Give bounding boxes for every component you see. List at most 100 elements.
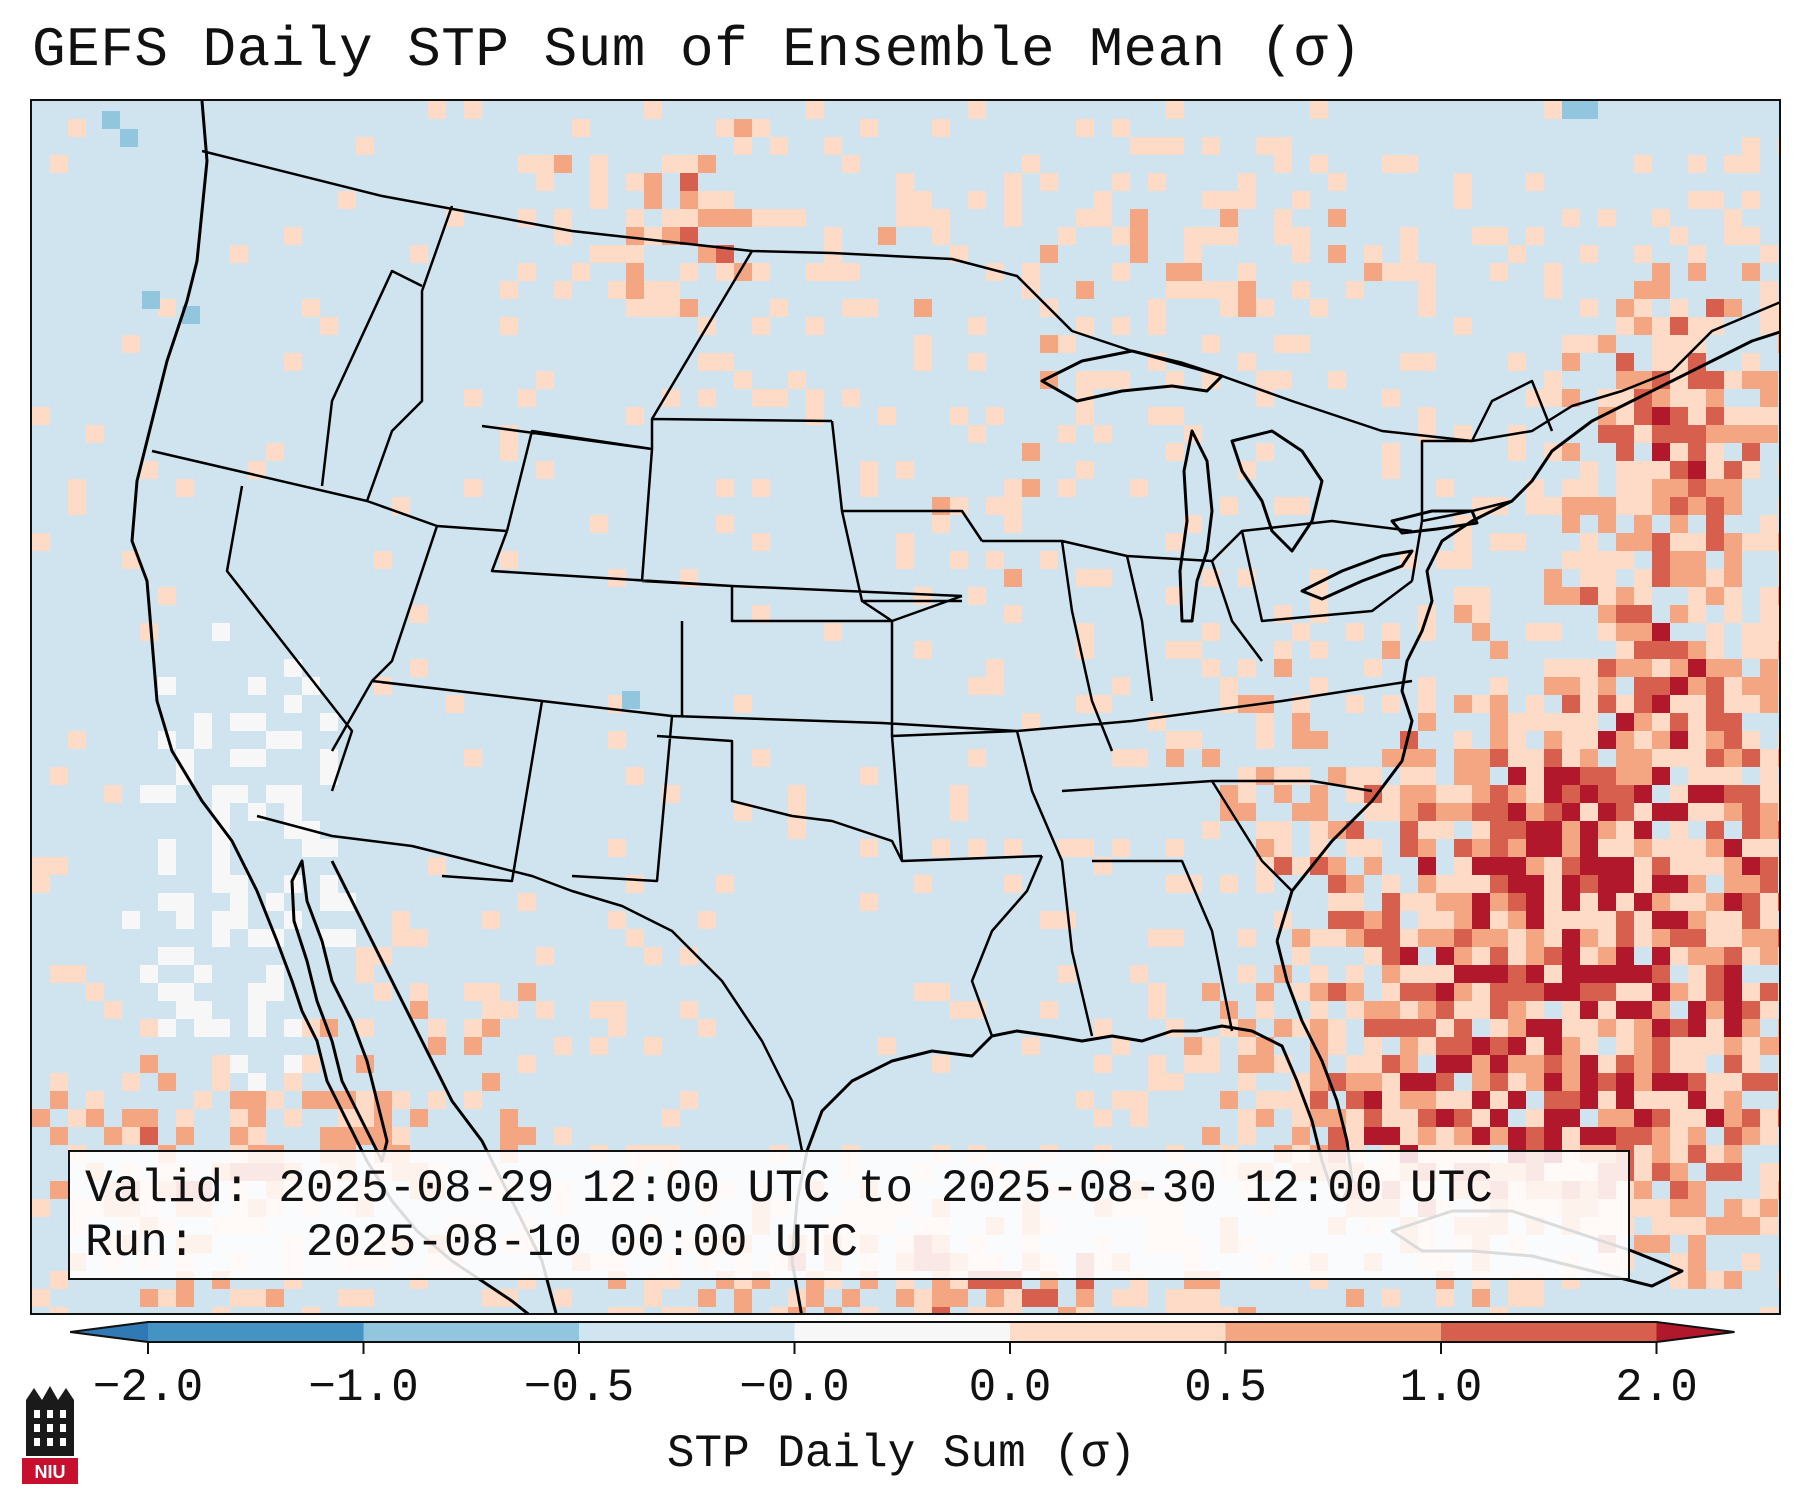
stp-cell: [1724, 425, 1742, 443]
stp-cell: [1706, 983, 1724, 1001]
stp-cell: [1094, 371, 1112, 389]
stp-cell: [644, 281, 662, 299]
stp-cell: [1364, 911, 1382, 929]
stp-cell: [896, 209, 914, 227]
stp-cell: [608, 281, 626, 299]
stp-cell: [1598, 209, 1616, 227]
stp-cell: [356, 1127, 374, 1145]
stp-cell: [158, 983, 176, 1001]
stp-cell: [1274, 821, 1292, 839]
stp-cell: [1688, 839, 1706, 857]
niu-logo: NIU: [22, 1386, 78, 1484]
stp-cell: [1688, 461, 1706, 479]
stp-cell: [1256, 839, 1274, 857]
stp-cell: [1778, 1163, 1779, 1181]
stp-cell: [1238, 695, 1256, 713]
stp-cell: [914, 353, 932, 371]
stp-cell: [716, 263, 734, 281]
stp-cell: [968, 749, 986, 767]
stp-cell: [212, 785, 230, 803]
stp-cell: [1706, 767, 1724, 785]
stp-cell: [968, 425, 986, 443]
stp-cell: [752, 209, 770, 227]
stp-cell: [1184, 1307, 1202, 1313]
stp-cell: [248, 1073, 266, 1091]
stp-cell: [1670, 857, 1688, 875]
stp-cell: [788, 1307, 806, 1313]
stp-cell: [1418, 695, 1436, 713]
stp-cell: [1436, 1091, 1454, 1109]
stp-cell: [86, 983, 104, 1001]
stp-cell: [1670, 515, 1688, 533]
stp-cell: [50, 1181, 68, 1199]
run-line: Run: 2025-08-10 00:00 UTC: [85, 1216, 1613, 1270]
stp-cell: [1742, 1217, 1760, 1235]
stp-cell: [1706, 1217, 1724, 1235]
stp-cell: [1166, 929, 1184, 947]
stp-cell: [1670, 533, 1688, 551]
stp-cell: [1292, 497, 1310, 515]
stp-cell: [1418, 803, 1436, 821]
stp-cell: [1436, 929, 1454, 947]
stp-cell: [1346, 1055, 1364, 1073]
stp-cell: [1616, 299, 1634, 317]
stp-cell: [1436, 983, 1454, 1001]
stp-cell: [1472, 1055, 1490, 1073]
stp-cell: [1724, 371, 1742, 389]
stp-cell: [1580, 785, 1598, 803]
stp-cell: [176, 1289, 194, 1307]
stp-cell: [1418, 785, 1436, 803]
stp-cell: [1508, 875, 1526, 893]
stp-cell: [1058, 965, 1076, 983]
stp-cell: [1400, 155, 1418, 173]
stp-cell: [1562, 1091, 1580, 1109]
stp-cell: [1580, 1073, 1598, 1091]
stp-cell: [1580, 1037, 1598, 1055]
stp-cell: [1508, 1037, 1526, 1055]
stp-cell: [1778, 803, 1779, 821]
stp-cell: [1436, 1001, 1454, 1019]
stp-cell: [1598, 497, 1616, 515]
stp-cell: [1310, 1019, 1328, 1037]
stp-cell: [1652, 1127, 1670, 1145]
stp-cell: [1742, 1253, 1760, 1271]
stp-cell: [1004, 515, 1022, 533]
stp-cell: [1202, 137, 1220, 155]
stp-cell: [824, 1307, 842, 1313]
stp-cell: [1760, 1127, 1778, 1145]
stp-cell: [1724, 533, 1742, 551]
stp-cell: [1652, 1163, 1670, 1181]
stp-cell: [1688, 1109, 1706, 1127]
stp-cell: [1706, 461, 1724, 479]
stp-cell: [1760, 371, 1778, 389]
stp-cell: [1454, 839, 1472, 857]
stp-cell: [1292, 1127, 1310, 1145]
stp-cell: [1400, 947, 1418, 965]
stp-cell: [752, 317, 770, 335]
stp-cell: [500, 1109, 518, 1127]
stp-cell: [1292, 281, 1310, 299]
stp-cell: [1634, 1145, 1652, 1163]
stp-cell: [644, 947, 662, 965]
stp-cell: [1544, 857, 1562, 875]
stp-cell: [1310, 821, 1328, 839]
stp-cell: [1724, 1055, 1742, 1073]
stp-cell: [1670, 389, 1688, 407]
stp-cell: [1778, 947, 1779, 965]
stp-cell: [1616, 821, 1634, 839]
stp-cell: [158, 839, 176, 857]
stp-cell: [1724, 785, 1742, 803]
stp-cell: [1598, 965, 1616, 983]
stp-cell: [50, 1091, 68, 1109]
stp-cell: [1634, 497, 1652, 515]
stp-cell: [1580, 821, 1598, 839]
stp-cell: [1292, 335, 1310, 353]
stp-cell: [230, 713, 248, 731]
stp-cell: [1688, 497, 1706, 515]
stp-cell: [1148, 299, 1166, 317]
stp-cell: [1652, 407, 1670, 425]
stp-cell: [1760, 1001, 1778, 1019]
stp-cell: [1706, 407, 1724, 425]
stp-cell: [1238, 803, 1256, 821]
stp-cell: [1004, 839, 1022, 857]
